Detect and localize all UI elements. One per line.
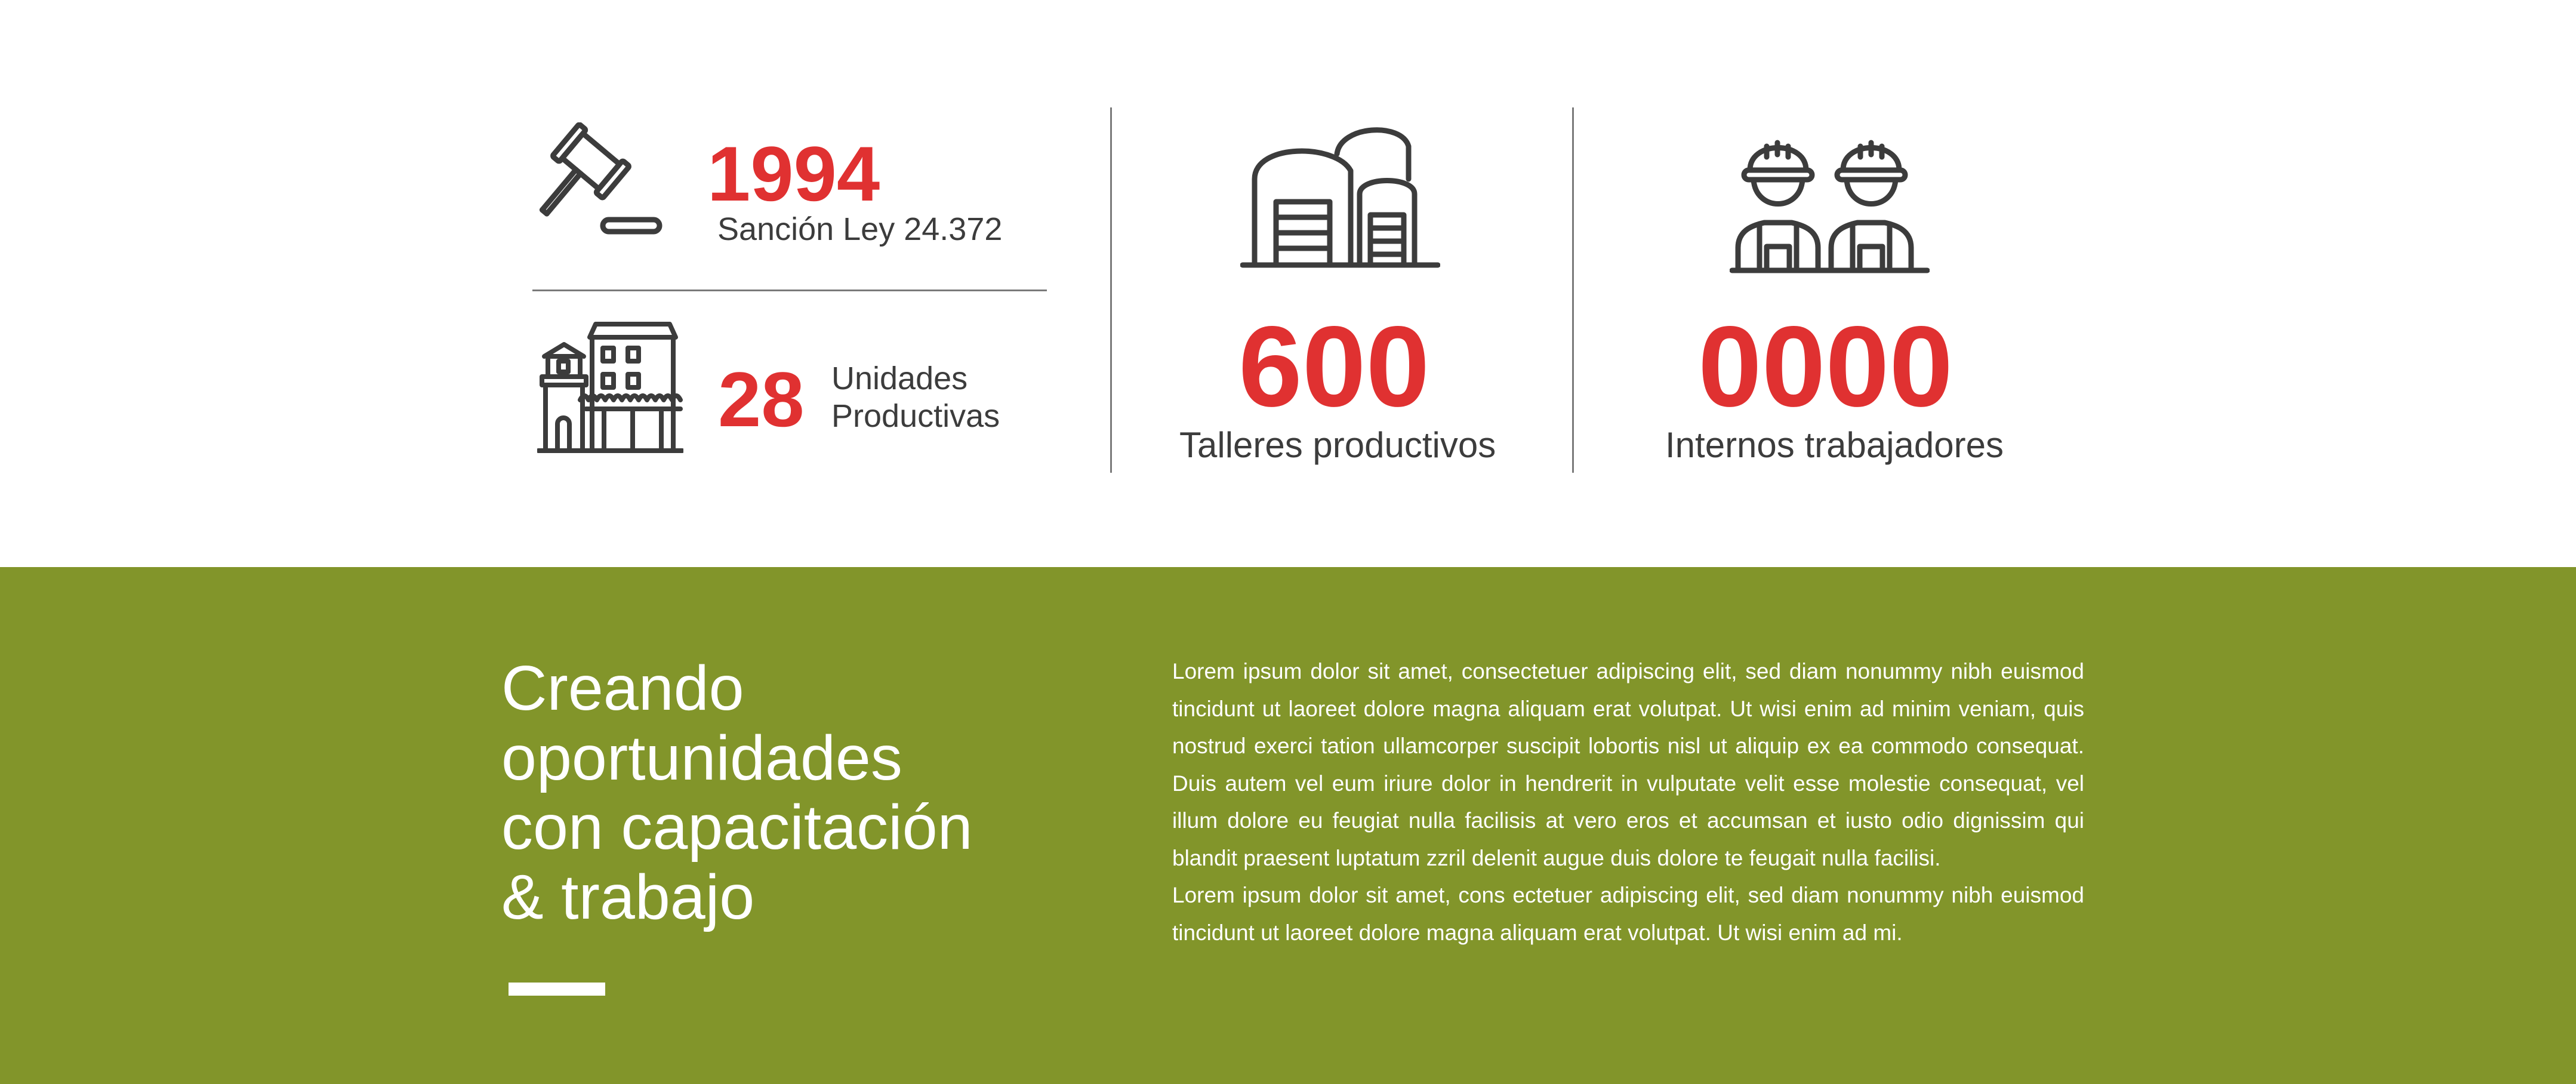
- band-title-line: con capacitación: [501, 792, 973, 863]
- workers-number: 0000: [1698, 302, 1953, 430]
- workshops-caption: Talleres productivos: [1179, 425, 1496, 465]
- gavel-icon: [534, 122, 665, 242]
- training-band: [0, 567, 2576, 1084]
- workers-caption: Internos trabajadores: [1665, 425, 2004, 465]
- band-title: Creando oportunidades con capacitación &…: [501, 654, 1098, 932]
- units-number: 28: [718, 356, 805, 443]
- band-title-line: oportunidades: [501, 722, 902, 793]
- units-caption-line2: Productivas: [831, 398, 1000, 434]
- vertical-divider-1: [1110, 107, 1112, 473]
- stats-section: 1994 Sanción Ley 24.372: [532, 107, 2004, 473]
- band-body-text: Lorem ipsum dolor sit amet, consectetuer…: [1172, 653, 2084, 951]
- workshops-number: 600: [1238, 302, 1430, 430]
- left-horizontal-divider: [532, 290, 1047, 291]
- band-title-line: & trabajo: [501, 861, 755, 932]
- band-title-line: Creando: [501, 653, 744, 723]
- workers-icon: [1730, 134, 1930, 275]
- law-caption: Sanción Ley 24.372: [717, 211, 1003, 247]
- law-year-number: 1994: [707, 130, 880, 217]
- units-caption-line1: Unidades: [831, 361, 968, 396]
- title-accent-bar: [509, 983, 605, 996]
- prison-building-icon: [537, 319, 683, 454]
- vertical-divider-2: [1572, 107, 1574, 473]
- warehouse-icon: [1240, 119, 1440, 269]
- band-paragraph-2: Lorem ipsum dolor sit amet, cons ectetue…: [1172, 883, 2084, 945]
- band-paragraph-1: Lorem ipsum dolor sit amet, consectetuer…: [1172, 659, 2084, 870]
